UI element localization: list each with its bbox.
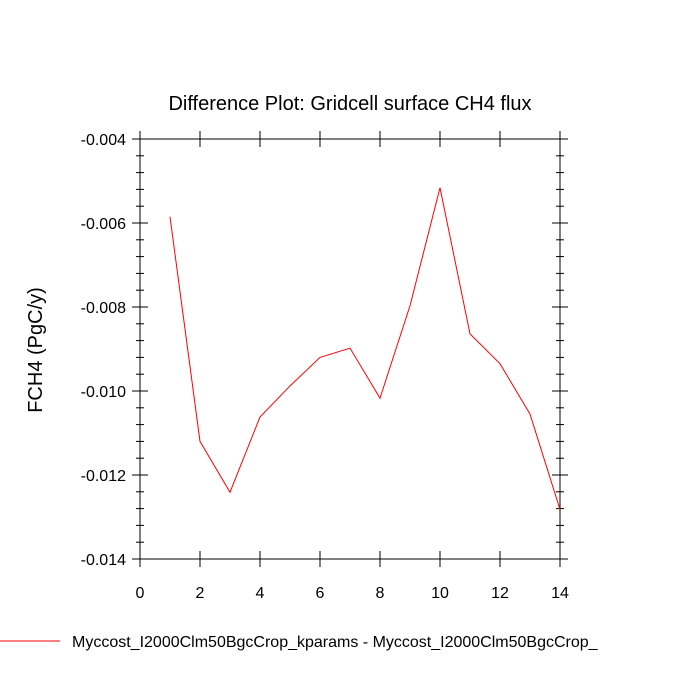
y-tick-label: -0.008 — [81, 300, 126, 317]
y-axis-label: FCH4 (PgC/y) — [25, 287, 47, 413]
legend-label: Myccost_I2000Clm50BgcCrop_kparams - Mycc… — [72, 634, 599, 651]
y-tick-label: -0.010 — [81, 384, 126, 401]
x-axis: 0 2 4 6 8 10 12 14 — [136, 131, 569, 602]
x-tick-label: 14 — [551, 585, 569, 602]
series-line — [169, 187, 561, 510]
x-tick-label: 2 — [196, 585, 205, 602]
x-tick-label: 10 — [431, 585, 449, 602]
y-axis: -0.004 -0.006 -0.008 -0.010 -0.012 -0.014 — [81, 132, 568, 569]
x-tick-label: 0 — [136, 585, 145, 602]
legend: Myccost_I2000Clm50BgcCrop_kparams - Mycc… — [0, 634, 599, 651]
x-tick-label: 12 — [491, 585, 509, 602]
y-tick-label: -0.004 — [81, 132, 126, 149]
chart-title: Difference Plot: Gridcell surface CH4 fl… — [168, 93, 531, 115]
y-tick-label: -0.006 — [81, 216, 126, 233]
x-tick-label: 4 — [256, 585, 265, 602]
x-tick-label: 6 — [316, 585, 325, 602]
x-tick-label: 8 — [376, 585, 385, 602]
y-tick-label: -0.014 — [81, 552, 126, 569]
plot-frame — [139, 138, 561, 560]
y-tick-label: -0.012 — [81, 468, 126, 485]
series-layer — [169, 187, 561, 510]
